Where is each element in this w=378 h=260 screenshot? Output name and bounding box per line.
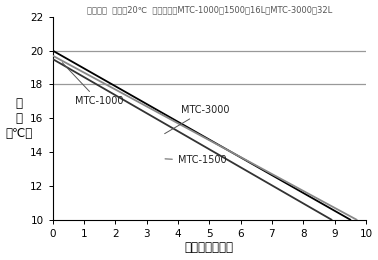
- Text: MTC-1500: MTC-1500: [165, 155, 226, 165]
- Text: MTC-1000: MTC-1000: [62, 63, 123, 106]
- Text: MTC-3000: MTC-3000: [165, 105, 229, 134]
- Y-axis label: 水
温
（℃）: 水 温 （℃）: [6, 97, 33, 140]
- Title: 試験条件  室温：20℃  水槽水量：MTC-1000・1500／16L、MTC-3000／32L: 試験条件 室温：20℃ 水槽水量：MTC-1000・1500／16L、MTC-3…: [87, 5, 332, 15]
- X-axis label: 経過時間（分）: 経過時間（分）: [185, 242, 234, 255]
